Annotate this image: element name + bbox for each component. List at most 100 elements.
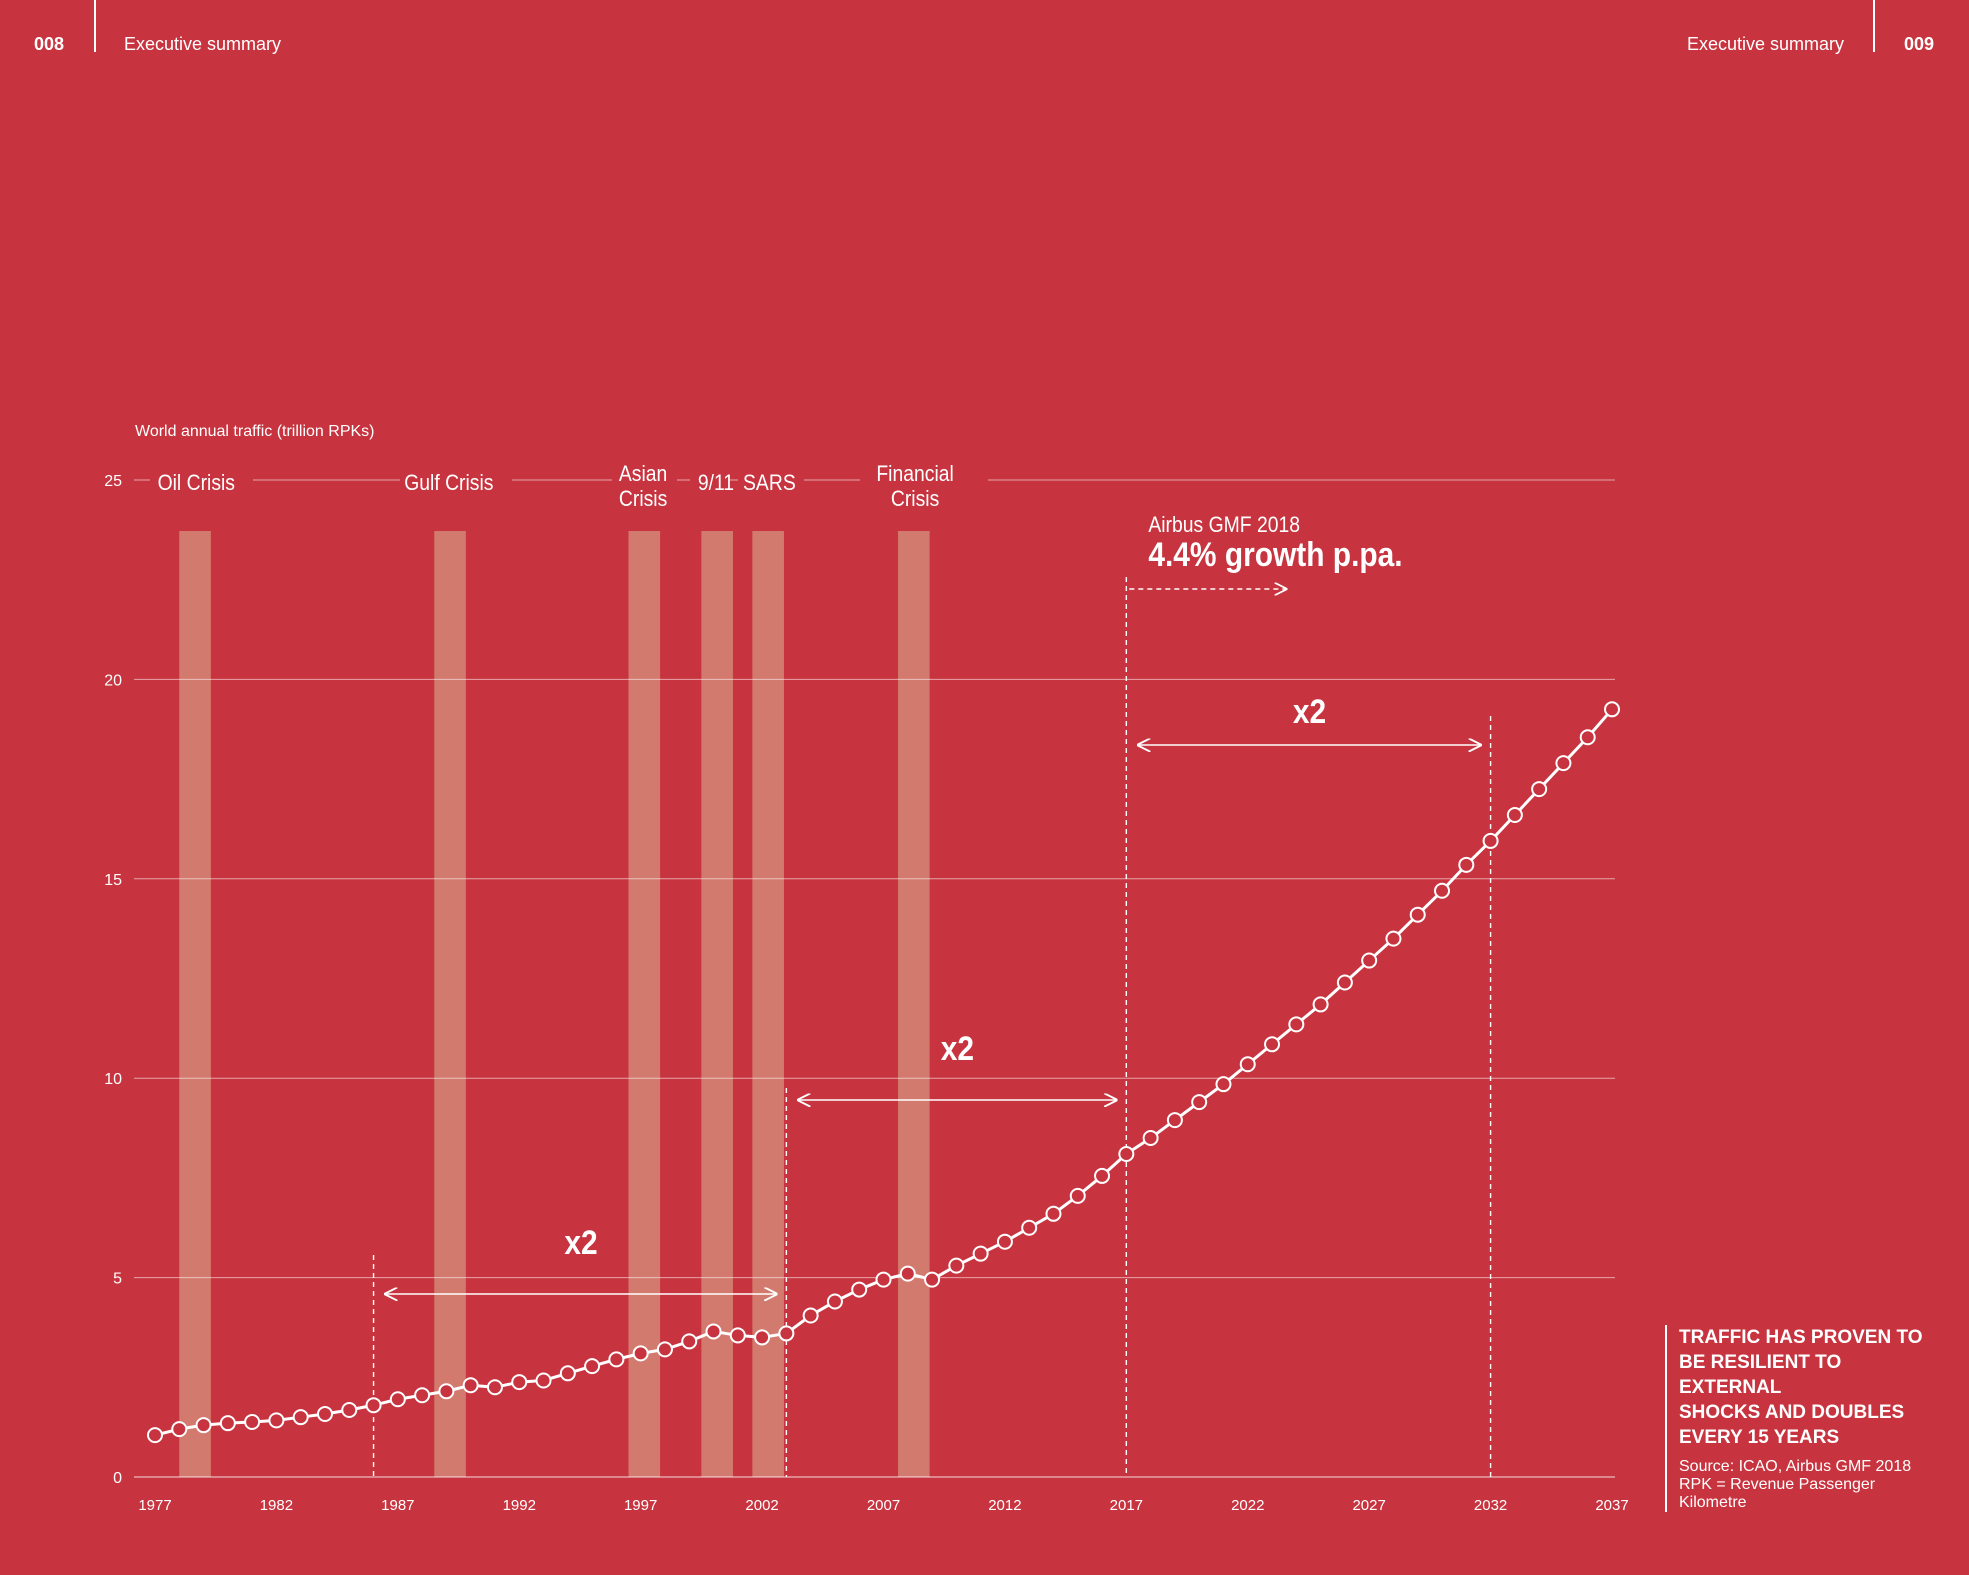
- data-point: [899, 1265, 916, 1282]
- data-point: [826, 1293, 843, 1310]
- data-point: [292, 1409, 309, 1426]
- x-tick-label: 1987: [381, 1497, 414, 1514]
- chart-note: TRAFFIC HAS PROVEN TO BE RESILIENT TO EX…: [1665, 1325, 1929, 1512]
- data-point: [1094, 1167, 1111, 1184]
- y-tick-label: 25: [104, 473, 122, 490]
- crisis-label: Financial: [876, 462, 953, 486]
- data-point: [1264, 1036, 1281, 1053]
- x-tick-label: 2002: [745, 1497, 778, 1514]
- x-tick-label: 1992: [503, 1497, 536, 1514]
- note-title-line: EVERY 15 YEARS: [1679, 1427, 1840, 1448]
- traffic-line: [154, 708, 1614, 1437]
- right-section-title: Executive summary: [1686, 34, 1844, 54]
- data-point: [656, 1341, 673, 1358]
- data-point: [511, 1374, 528, 1391]
- y-tick-label: 20: [104, 672, 122, 689]
- crisis-band: [434, 531, 466, 1477]
- data-point: [1506, 806, 1523, 823]
- data-point: [754, 1329, 771, 1346]
- crisis-label: Gulf Crisis: [404, 471, 493, 495]
- doubling-label: x2: [1293, 692, 1326, 730]
- x-tick-label: 2007: [867, 1497, 900, 1514]
- x-tick-label: 2017: [1110, 1497, 1143, 1514]
- x-tick-label: 2012: [988, 1497, 1021, 1514]
- data-point: [1118, 1145, 1135, 1162]
- x-tick-label: 1997: [624, 1497, 657, 1514]
- data-point: [948, 1257, 965, 1274]
- data-point: [535, 1372, 552, 1389]
- data-point: [1312, 996, 1329, 1013]
- data-point: [171, 1421, 188, 1438]
- data-point: [462, 1377, 479, 1394]
- note-title: TRAFFIC HAS PROVEN TO BE RESILIENT TO EX…: [1679, 1325, 1929, 1450]
- data-point: [365, 1397, 382, 1414]
- data-point: [681, 1333, 698, 1350]
- data-point: [1409, 906, 1426, 923]
- y-tick-label: 0: [113, 1470, 122, 1487]
- data-point: [1336, 974, 1353, 991]
- data-point: [268, 1412, 285, 1429]
- data-point: [1555, 755, 1572, 772]
- data-point: [851, 1281, 868, 1298]
- x-tick-label: 2027: [1352, 1497, 1385, 1514]
- crisis-label: Crisis: [619, 487, 667, 511]
- crisis-label: 9/11: [698, 471, 734, 495]
- data-point: [1021, 1219, 1038, 1236]
- data-point: [1288, 1016, 1305, 1033]
- note-source-line: Source: ICAO, Airbus GMF 2018: [1679, 1458, 1912, 1475]
- doubling-label: x2: [941, 1029, 974, 1067]
- data-point: [1239, 1056, 1256, 1073]
- data-point: [584, 1358, 601, 1375]
- crisis-label: Crisis: [891, 487, 939, 511]
- y-axis-label: World annual traffic (trillion RPKs): [135, 423, 375, 440]
- data-point: [1458, 856, 1475, 873]
- forecast-growth-label: 4.4% growth p.pa.: [1148, 535, 1402, 573]
- data-point: [1434, 882, 1451, 899]
- forecast-label: Airbus GMF 2018: [1148, 513, 1300, 537]
- data-point: [147, 1427, 163, 1444]
- data-point: [389, 1391, 406, 1408]
- data-point: [1361, 952, 1378, 969]
- data-point: [972, 1245, 989, 1262]
- x-tick-label: 1982: [260, 1497, 293, 1514]
- data-point: [195, 1417, 212, 1434]
- x-tick-label: 2022: [1231, 1497, 1264, 1514]
- note-title-line: BE RESILIENT TO EXTERNAL: [1679, 1352, 1842, 1398]
- data-point: [705, 1323, 722, 1340]
- data-point: [244, 1413, 261, 1430]
- data-point: [729, 1327, 746, 1344]
- crisis-band: [701, 531, 733, 1477]
- crisis-band: [898, 531, 930, 1477]
- data-point: [608, 1351, 625, 1368]
- data-point: [996, 1233, 1013, 1250]
- left-section-title: Executive summary: [124, 34, 282, 54]
- data-point: [1142, 1130, 1159, 1147]
- data-point: [1045, 1205, 1062, 1222]
- right-divider: [1873, 0, 1875, 52]
- data-point: [632, 1345, 649, 1362]
- data-point: [1604, 701, 1620, 718]
- right-page-number: 009: [1903, 34, 1934, 54]
- crisis-label: Oil Crisis: [158, 471, 235, 495]
- crisis-label: SARS: [743, 471, 796, 495]
- data-point: [1579, 729, 1596, 746]
- data-point: [341, 1402, 358, 1419]
- data-point: [438, 1383, 455, 1400]
- data-point: [1482, 832, 1499, 849]
- data-point: [1215, 1076, 1232, 1093]
- data-point: [1531, 781, 1548, 798]
- data-point: [316, 1405, 333, 1422]
- crisis-band: [752, 531, 784, 1477]
- y-tick-label: 15: [104, 872, 122, 889]
- data-point: [1191, 1094, 1208, 1111]
- data-point: [1166, 1112, 1183, 1129]
- left-divider: [94, 0, 96, 52]
- y-tick-label: 10: [104, 1071, 122, 1088]
- x-tick-label: 1977: [138, 1497, 171, 1514]
- x-tick-label: 2032: [1474, 1497, 1507, 1514]
- data-point: [414, 1387, 431, 1404]
- note-source-line: RPK = Revenue Passenger: [1679, 1476, 1876, 1493]
- note-title-line: TRAFFIC HAS PROVEN TO: [1679, 1327, 1923, 1348]
- data-point: [1069, 1187, 1086, 1204]
